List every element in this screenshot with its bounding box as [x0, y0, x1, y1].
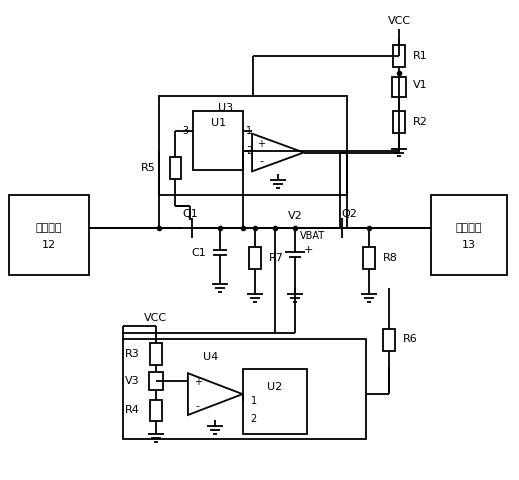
Text: C1: C1	[192, 248, 207, 258]
Text: VBAT: VBAT	[300, 231, 325, 241]
Bar	[123, 339, 366, 439]
Bar	[159, 96, 348, 195]
Text: R5: R5	[141, 163, 156, 173]
Text: -: -	[259, 156, 263, 167]
Bar	[392, 77, 406, 97]
Text: V1: V1	[413, 80, 428, 90]
Text: R8: R8	[383, 253, 398, 263]
Text: R2: R2	[413, 117, 428, 127]
Text: U4: U4	[202, 352, 218, 362]
Text: R4: R4	[125, 405, 140, 415]
Text: +: +	[257, 139, 265, 149]
Text: VCC: VCC	[144, 312, 167, 323]
Text: 13: 13	[462, 240, 476, 250]
Text: V2: V2	[288, 211, 302, 221]
Text: 负载电路: 负载电路	[456, 223, 482, 233]
Text: R6: R6	[403, 335, 418, 345]
Bar	[393, 111, 405, 132]
Text: R1: R1	[413, 51, 428, 61]
Text: V3: V3	[125, 376, 140, 386]
Bar	[194, 111, 243, 170]
Text: U2: U2	[267, 382, 282, 392]
Text: 1: 1	[246, 126, 252, 136]
Bar	[249, 247, 261, 269]
Text: Q2: Q2	[342, 209, 358, 219]
Bar	[170, 157, 182, 180]
Bar	[393, 45, 405, 67]
Text: +: +	[304, 245, 313, 255]
Text: 1: 1	[251, 396, 257, 406]
Text: R7: R7	[269, 253, 284, 263]
Text: Q1: Q1	[183, 209, 198, 219]
Bar	[431, 195, 507, 275]
Text: U1: U1	[211, 118, 226, 128]
Text: 充电电路: 充电电路	[36, 223, 62, 233]
Text: U3: U3	[217, 103, 233, 113]
Text: 12: 12	[42, 240, 56, 250]
Text: R3: R3	[125, 349, 140, 360]
Text: -: -	[196, 401, 200, 411]
Text: 3: 3	[182, 126, 188, 136]
Bar	[383, 329, 395, 351]
Text: +: +	[194, 377, 202, 387]
Bar	[148, 372, 162, 390]
Bar	[363, 247, 375, 269]
Text: VCC: VCC	[388, 16, 411, 26]
Text: 2: 2	[251, 414, 257, 424]
Bar	[242, 369, 307, 434]
Text: 2: 2	[246, 145, 252, 156]
Bar	[9, 195, 89, 275]
Bar	[149, 343, 161, 365]
Bar	[149, 399, 161, 421]
